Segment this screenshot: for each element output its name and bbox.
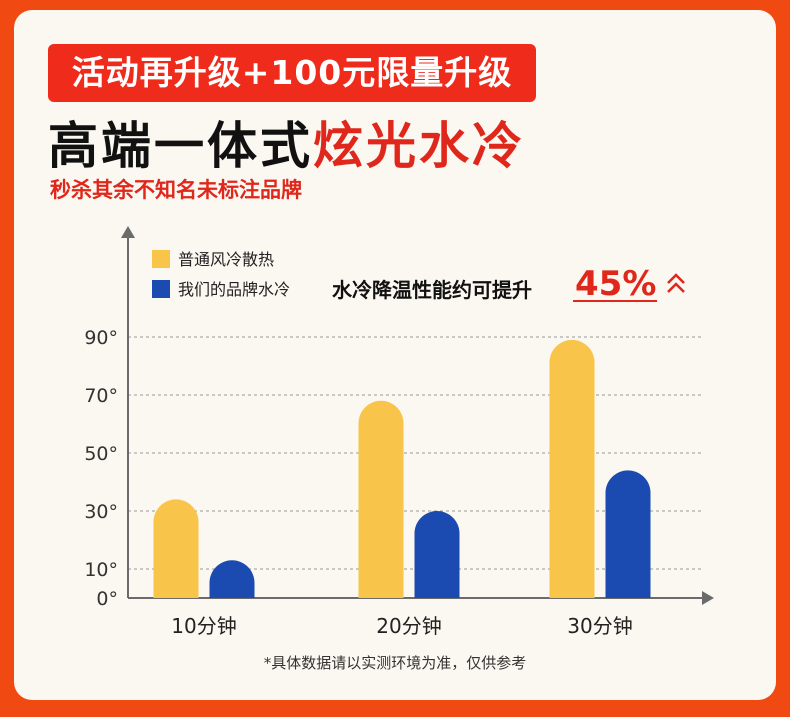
x-axis-arrow-icon <box>702 591 714 605</box>
headline-black: 高端一体式 <box>48 117 313 175</box>
poster-card: 活动再升级+100元限量升级 高端一体式炫光水冷 秒杀其余不知名未标注品牌 0°… <box>14 10 776 700</box>
x-tick-label: 10分钟 <box>171 614 236 638</box>
x-tick-label: 20分钟 <box>376 614 441 638</box>
footnote: *具体数据请以实测环境为准，仅供参考 <box>263 654 527 672</box>
callout-text: 水冷降温性能约可提升 <box>332 278 532 302</box>
bar-water-cooling <box>209 560 255 598</box>
y-tick-label: 50° <box>84 443 118 465</box>
legend-label: 我们的品牌水冷 <box>178 280 290 299</box>
subline: 秒杀其余不知名未标注品牌 <box>50 178 302 202</box>
bar-water-cooling <box>605 470 651 598</box>
y-tick-label: 0° <box>96 588 118 610</box>
headline: 高端一体式炫光水冷 <box>48 106 525 178</box>
double-chevron-up-icon <box>667 273 685 293</box>
bar-chart: 0° 10° 30° 50° 70° 90° 10分钟 20分钟 30分钟 普通风冷散热我们的品… <box>84 226 714 638</box>
y-tick-label: 70° <box>84 385 118 407</box>
callout-value: 45% <box>575 264 656 304</box>
bar-air-cooling <box>358 400 404 598</box>
legend-swatch <box>152 250 170 268</box>
y-tick-label: 30° <box>84 501 118 523</box>
promo-banner: 活动再升级+100元限量升级 <box>48 44 536 102</box>
bar-water-cooling <box>414 511 460 598</box>
y-tick-label: 90° <box>84 327 118 349</box>
legend-swatch <box>152 280 170 298</box>
bar-air-cooling <box>549 339 595 598</box>
y-tick-label: 10° <box>84 559 118 581</box>
callout: 水冷降温性能约可提升 45% <box>332 264 685 304</box>
headline-red: 炫光水冷 <box>313 117 525 175</box>
legend-label: 普通风冷散热 <box>178 250 274 269</box>
bar-air-cooling <box>153 499 199 598</box>
bars <box>153 339 651 598</box>
x-tick-label: 30分钟 <box>567 614 632 638</box>
y-axis-arrow-icon <box>121 226 135 238</box>
axis-labels: 0° 10° 30° 50° 70° 90° 10分钟 20分钟 30分钟 <box>84 327 632 638</box>
